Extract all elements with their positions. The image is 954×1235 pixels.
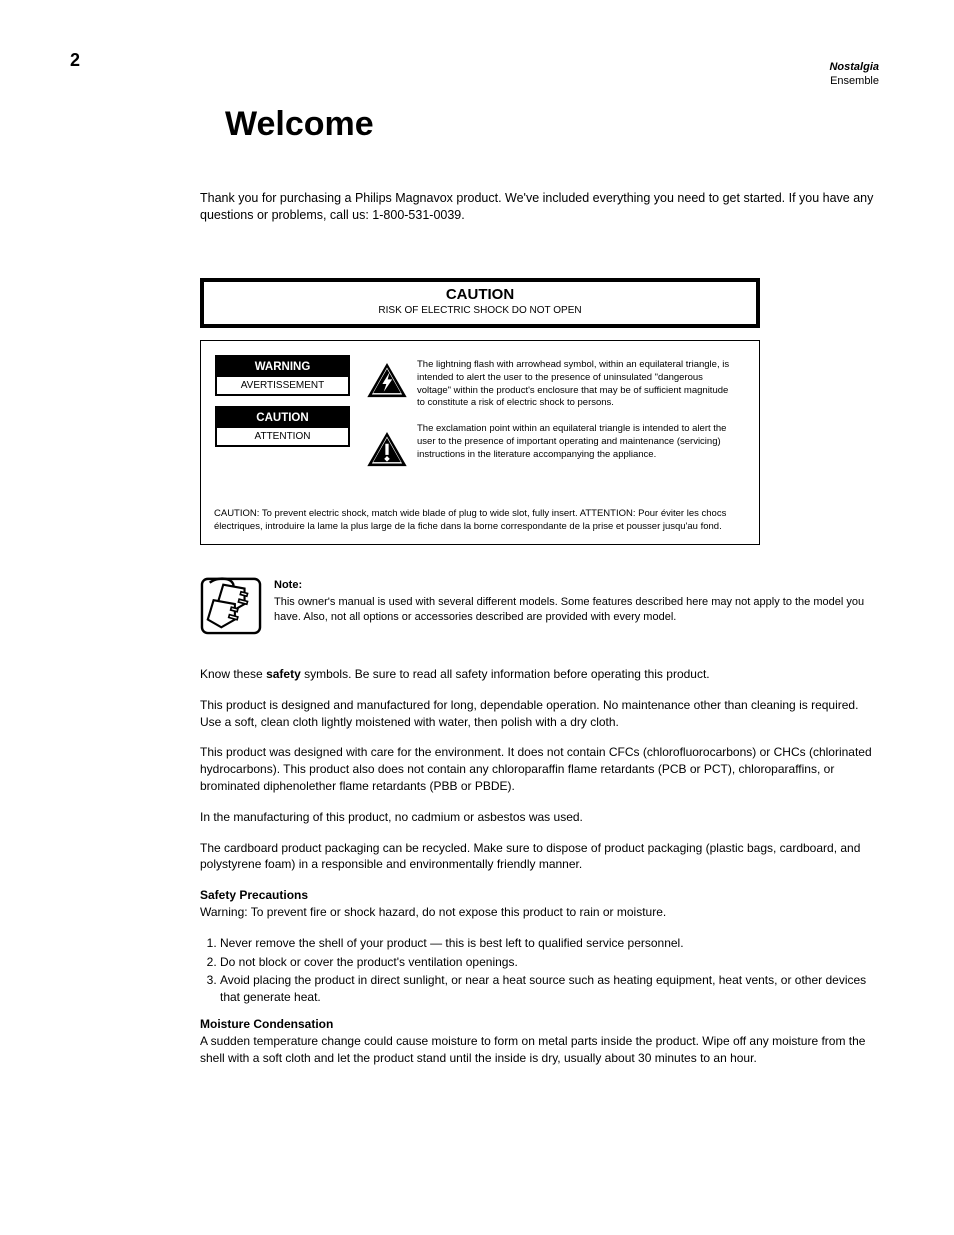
safety-item-1: Never remove the shell of your product —…	[220, 935, 880, 952]
caution-banner: CAUTION RISK OF ELECTRIC SHOCK DO NOT OP…	[200, 278, 760, 328]
moisture-heading: Moisture Condensation	[200, 1016, 880, 1033]
safety-item-2: Do not block or cover the product's vent…	[220, 954, 880, 971]
plug-icon	[200, 575, 262, 635]
warning-label-bottom: AVERTISSEMENT	[217, 377, 348, 394]
para-materials: In the manufacturing of this product, no…	[200, 809, 880, 826]
brand-block: Nostalgia Ensemble	[829, 60, 879, 89]
triangle-icons	[366, 359, 412, 475]
safety-word: safety	[266, 667, 301, 681]
para-packaging: The cardboard product packaging can be r…	[200, 840, 880, 874]
lightning-triangle-icon	[366, 359, 408, 401]
note-body: This owner's manual is used with several…	[200, 595, 880, 626]
page: 2 Nostalgia Ensemble Welcome Thank you f…	[0, 0, 954, 1235]
label-column: WARNING AVERTISSEMENT CAUTION ATTENTION	[215, 355, 350, 447]
caution-label-bottom: ATTENTION	[217, 428, 348, 445]
plug-icon-wrap	[200, 575, 262, 640]
safety-item-3: Avoid placing the product in direct sunl…	[220, 972, 880, 1006]
moisture-body: A sudden temperature change could cause …	[200, 1033, 880, 1067]
exclamation-triangle-icon	[366, 428, 408, 470]
symbols-line: symbols. Be sure to read all safety info…	[301, 667, 710, 681]
page-number: 2	[70, 50, 80, 71]
page-title: Welcome	[225, 105, 374, 144]
safety-list: Never remove the shell of your product —…	[200, 935, 880, 1006]
lightning-explanation: The lightning flash with arrowhead symbo…	[417, 359, 737, 410]
brand-sub: Ensemble	[830, 75, 879, 87]
safety-precautions-heading: Safety Precautions	[200, 887, 880, 904]
para-environment: This product was designed with care for …	[200, 744, 880, 794]
warning-label: WARNING AVERTISSEMENT	[215, 355, 350, 396]
caution-bilingual-note: CAUTION: To prevent electric shock, matc…	[214, 508, 746, 534]
exclamation-explanation: The exclamation point within an equilate…	[417, 423, 737, 461]
brand-name: Nostalgia	[829, 61, 879, 73]
plug-note-section: Note: This owner's manual is used with s…	[200, 575, 880, 642]
para-maintenance: This product is designed and manufacture…	[200, 697, 880, 731]
thank-you-text: Thank you for purchasing a Philips Magna…	[200, 190, 880, 224]
safety-warning-line: Warning: To prevent fire or shock hazard…	[200, 904, 880, 921]
symbol-explanation-box: WARNING AVERTISSEMENT CAUTION ATTENTION	[200, 340, 760, 545]
caution-line2: RISK OF ELECTRIC SHOCK DO NOT OPEN	[204, 305, 756, 316]
main-body-text: Know these safety symbols. Be sure to re…	[200, 666, 880, 1080]
warning-label-top: WARNING	[217, 357, 348, 377]
caution-label: CAUTION ATTENTION	[215, 406, 350, 447]
caution-line1: CAUTION	[204, 286, 756, 303]
note-heading: Note:	[274, 579, 302, 591]
know-these: Know these	[200, 667, 263, 681]
caution-label-top: CAUTION	[217, 408, 348, 428]
